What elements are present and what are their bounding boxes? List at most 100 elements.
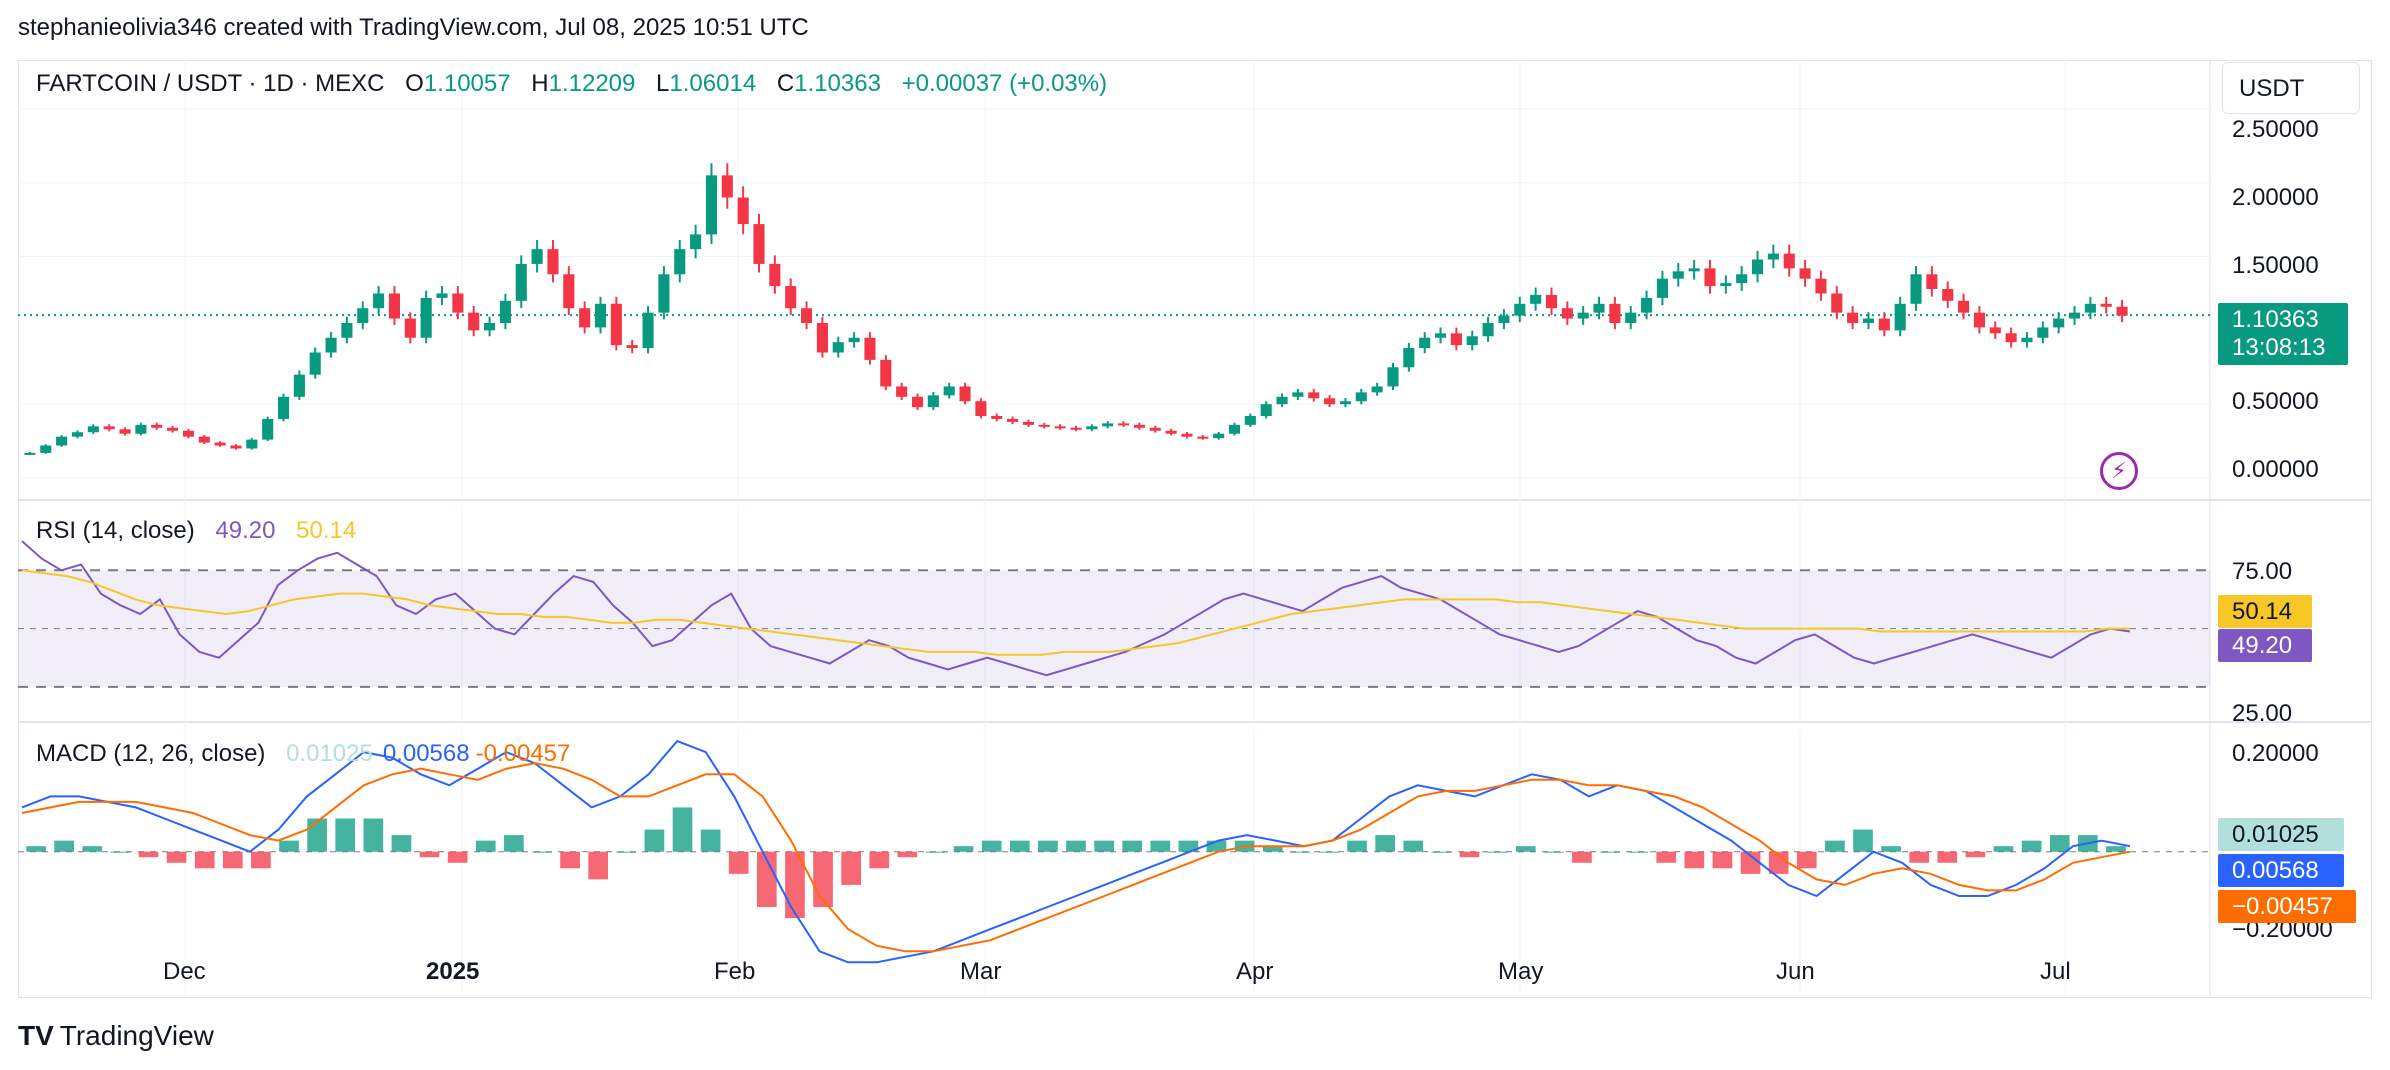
rsi-tick: 75.00 bbox=[2232, 558, 2293, 585]
candle-body bbox=[1958, 300, 1970, 313]
time-tick: Jul bbox=[2040, 958, 2071, 985]
candle-body bbox=[1038, 424, 1050, 427]
chart-frame[interactable] bbox=[18, 60, 2372, 998]
candle-body bbox=[2100, 303, 2112, 307]
candle-body bbox=[1403, 348, 1415, 368]
macd-line-value: 0.00568 bbox=[382, 740, 470, 767]
candle-body bbox=[1228, 424, 1241, 434]
candle-body bbox=[325, 337, 337, 353]
close-label: C bbox=[776, 70, 795, 97]
price-tick: 0.00000 bbox=[2232, 456, 2319, 483]
candle-body bbox=[1292, 392, 1304, 397]
candle-body bbox=[1498, 315, 1510, 323]
candle-body bbox=[182, 430, 194, 437]
macd-histogram-bar bbox=[110, 851, 131, 853]
candle-body bbox=[1070, 427, 1082, 430]
macd-tick: 0.20000 bbox=[2232, 740, 2319, 767]
macd-histogram-bar bbox=[1628, 851, 1648, 853]
macd-histogram-bar bbox=[785, 851, 805, 919]
candle-body bbox=[1625, 312, 1637, 323]
macd-histogram-bar bbox=[644, 829, 665, 852]
time-tick: Apr bbox=[1236, 958, 1274, 985]
macd-name[interactable]: MACD (12, 26, close) bbox=[36, 740, 266, 767]
macd-histogram-bar bbox=[897, 851, 918, 858]
candle-body bbox=[2021, 337, 2033, 343]
candle-body bbox=[1688, 268, 1700, 272]
candle-body bbox=[1355, 392, 1367, 402]
candle-body bbox=[1102, 423, 1114, 427]
candle-body bbox=[785, 286, 797, 309]
macd-histogram-bar bbox=[953, 846, 974, 852]
candle-body bbox=[1387, 367, 1399, 387]
candle-body bbox=[1339, 401, 1351, 405]
symbol-label[interactable]: FARTCOIN / USDT · 1D · MEXC bbox=[36, 70, 385, 97]
candle-body bbox=[1799, 268, 1811, 279]
candle-body bbox=[721, 175, 733, 198]
candle-body bbox=[1197, 436, 1209, 439]
macd-histogram-bar bbox=[1431, 851, 1452, 853]
change-value: +0.00037 (+0.03%) bbox=[901, 70, 1108, 97]
candle-body bbox=[2005, 333, 2017, 343]
macd-histogram-bar bbox=[532, 851, 552, 853]
candle-body bbox=[1577, 312, 1589, 319]
macd-line-badge: 0.00568 bbox=[2218, 854, 2344, 887]
currency-selector[interactable]: USDT bbox=[2222, 62, 2360, 114]
macd-histogram-bar bbox=[1206, 840, 1227, 852]
brand-name: TradingView bbox=[59, 1020, 214, 1051]
candle-body bbox=[1656, 278, 1668, 298]
tradingview-logo[interactable]: TV TradingView bbox=[18, 1020, 214, 1052]
macd-hist-value: 0.01025 bbox=[286, 740, 373, 767]
candle-body bbox=[674, 249, 686, 275]
candle-body bbox=[1736, 274, 1748, 284]
price-legend: FARTCOIN / USDT · 1D · MEXC O1.10057 H1.… bbox=[36, 70, 1121, 98]
macd-histogram-bar bbox=[1965, 851, 1986, 858]
macd-histogram-bar bbox=[307, 818, 327, 852]
candle-body bbox=[198, 436, 210, 443]
lightning-icon[interactable]: ⚡ bbox=[2100, 452, 2138, 490]
macd-histogram-bar bbox=[841, 851, 861, 885]
macd-histogram-bar bbox=[166, 851, 187, 863]
macd-histogram-bar bbox=[1319, 851, 1339, 853]
macd-histogram-bar bbox=[1909, 851, 1930, 863]
macd-histogram-bar bbox=[1291, 851, 1311, 853]
close-value: 1.10363 bbox=[794, 70, 881, 97]
candle-body bbox=[1213, 433, 1225, 439]
candle-body bbox=[1324, 398, 1336, 405]
high-label: H bbox=[531, 70, 549, 97]
candle-body bbox=[896, 386, 908, 397]
candle-body bbox=[1514, 303, 1526, 316]
candle-body bbox=[927, 395, 939, 408]
candle-body bbox=[1022, 421, 1034, 425]
rsi-name[interactable]: RSI (14, close) bbox=[36, 517, 195, 544]
macd-histogram-bar bbox=[756, 851, 777, 908]
macd-histogram-bar bbox=[1150, 840, 1171, 852]
candle-body bbox=[769, 263, 781, 287]
macd-histogram-bar bbox=[1038, 840, 1058, 852]
candle-body bbox=[975, 401, 987, 416]
candle-body bbox=[1862, 318, 1875, 323]
open-label: O bbox=[405, 70, 424, 97]
tv-logo-icon: TV bbox=[18, 1020, 54, 1051]
candle-body bbox=[801, 308, 813, 323]
candle-body bbox=[167, 427, 179, 431]
macd-histogram-bar bbox=[1262, 846, 1283, 852]
candle-body bbox=[816, 322, 828, 353]
candle-body bbox=[1720, 283, 1732, 287]
candle-body bbox=[1308, 392, 1320, 399]
time-tick: Jun bbox=[1776, 958, 1815, 985]
macd-signal-value: -0.00457 bbox=[475, 740, 571, 767]
macd-signal-line bbox=[21, 762, 2131, 953]
candle-body bbox=[1641, 297, 1653, 313]
macd-histogram-bar bbox=[1487, 851, 1508, 853]
candle-body bbox=[436, 293, 448, 298]
candle-body bbox=[626, 345, 638, 349]
candle-body bbox=[420, 297, 432, 338]
candle-body bbox=[959, 386, 971, 402]
candle-body bbox=[373, 293, 385, 309]
macd-histogram-bar bbox=[700, 829, 721, 852]
candle-body bbox=[991, 415, 1003, 419]
macd-histogram-bar bbox=[1403, 840, 1424, 852]
time-tick: Dec bbox=[163, 958, 206, 985]
macd-histogram-bar bbox=[1122, 840, 1143, 852]
